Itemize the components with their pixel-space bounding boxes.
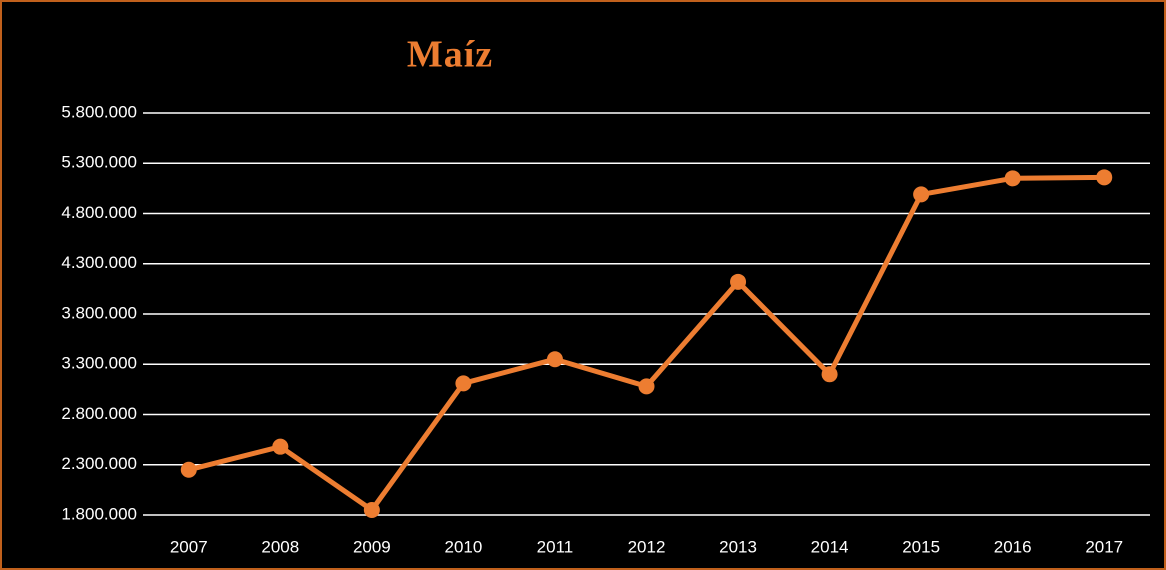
x-tick-label: 2015 [902, 537, 940, 556]
y-tick-label: 4.800.000 [61, 203, 137, 222]
point [363, 501, 380, 518]
y-tick-label: 5.800.000 [61, 102, 137, 121]
x-tick-label: 2012 [628, 537, 666, 556]
x-tick-label: 2010 [444, 537, 482, 556]
x-tick-label: 2011 [537, 537, 574, 556]
y-tick-label: 3.800.000 [61, 303, 137, 322]
point [913, 186, 930, 203]
point [730, 273, 747, 290]
point [821, 366, 838, 383]
point [180, 461, 197, 478]
y-tick-label: 5.300.000 [61, 153, 137, 172]
y-tick-label: 1.800.000 [61, 504, 137, 523]
point [1096, 169, 1113, 186]
x-tick-label: 2009 [353, 537, 391, 556]
point [455, 375, 472, 392]
point [546, 351, 563, 368]
point [1004, 170, 1021, 187]
x-tick-label: 2008 [261, 537, 299, 556]
x-tick-label: 2013 [719, 537, 757, 556]
x-tick-label: 2014 [811, 537, 849, 556]
x-tick-label: 2016 [994, 537, 1032, 556]
y-tick-label: 2.300.000 [61, 454, 137, 473]
y-tick-label: 3.300.000 [61, 354, 137, 373]
x-tick-label: 2007 [170, 537, 208, 556]
y-tick-label: 4.300.000 [61, 253, 137, 272]
point [272, 438, 289, 455]
chart-title: Maíz [407, 34, 493, 76]
point [638, 378, 655, 395]
y-tick-label: 2.800.000 [61, 404, 137, 423]
x-tick-label: 2017 [1085, 537, 1123, 556]
